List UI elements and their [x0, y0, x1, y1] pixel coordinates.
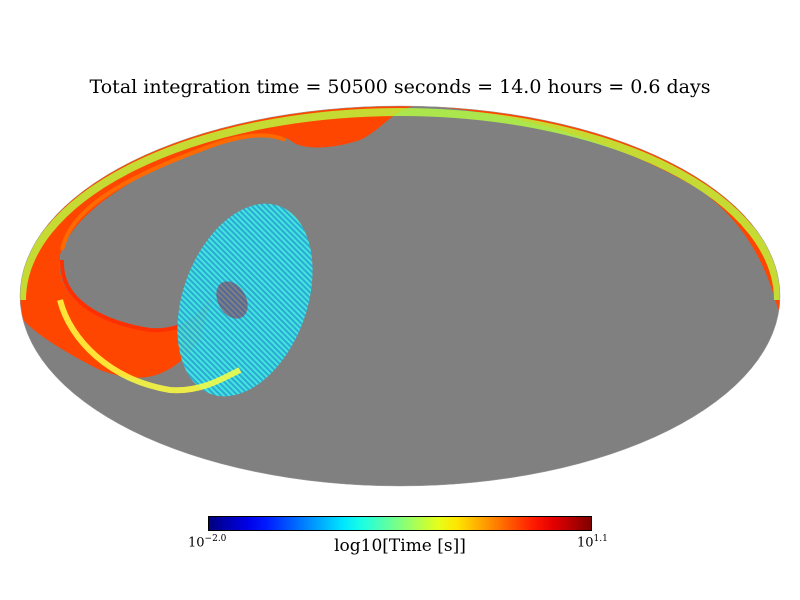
colorbar	[208, 516, 592, 531]
colorbar-max-label: 101.1	[577, 534, 608, 551]
coverage-central-ring-streaks	[177, 203, 313, 397]
coverage-loop-edge	[60, 133, 286, 251]
coverage-layer	[20, 106, 780, 397]
chart-title: Total integration time = 50500 seconds =…	[89, 76, 711, 98]
coverage-lower-loop	[57, 299, 242, 394]
colorbar-min-label: 10−2.0	[188, 534, 227, 551]
colorbar-label: log10[Time [s]]	[334, 536, 466, 556]
coverage-outer-arc	[20, 106, 780, 378]
coverage-rim-fringe	[20, 108, 780, 301]
map-outline	[19, 105, 781, 487]
